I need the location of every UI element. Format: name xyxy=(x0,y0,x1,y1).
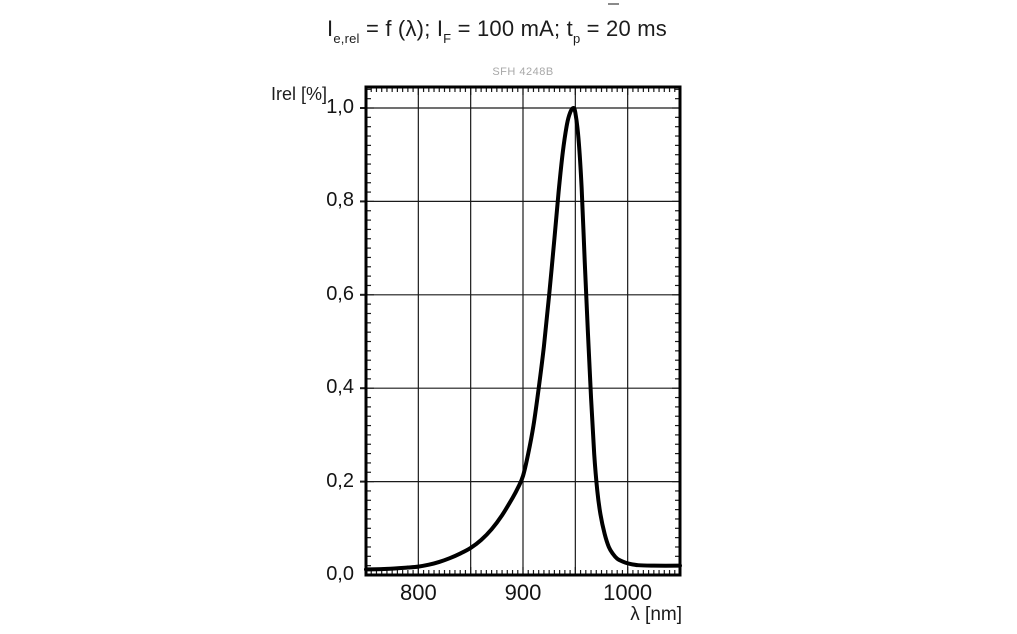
y-tick-label-0,6: 0,6 xyxy=(326,282,354,305)
y-tick-label-1,0: 1,0 xyxy=(326,96,354,118)
spectrum-curve xyxy=(364,106,682,572)
part-number-label: SFH 4248B xyxy=(492,66,554,78)
title-subscript-p: p xyxy=(572,31,581,46)
title-subscript-f: F xyxy=(443,31,452,46)
plot-border xyxy=(364,85,682,577)
x-tick-label-800: 800 xyxy=(399,580,437,605)
axis-ticks xyxy=(360,87,681,576)
y-tick-label-0,2: 0,2 xyxy=(326,469,354,492)
chart-title: Ie,rel = f (λ); IF = 100 mA; tp = 20 ms xyxy=(0,16,994,46)
title-subscript-erel: e,rel xyxy=(333,31,360,46)
grid-lines xyxy=(366,87,680,575)
scan-artifact-dash xyxy=(608,3,619,5)
x-tick-label-1000: 1000 xyxy=(603,580,653,605)
title-condition-pulse: = 20 ms xyxy=(580,16,667,41)
title-condition-current: = 100 mA; t xyxy=(451,16,573,41)
y-tick-label-0,8: 0,8 xyxy=(326,189,354,212)
title-symbol-ie: I xyxy=(327,16,334,41)
y-tick-label-0,0: 0,0 xyxy=(326,563,354,585)
title-equation: = f (λ); I xyxy=(359,16,444,41)
x-tick-label-900: 900 xyxy=(504,580,542,605)
x-axis-title: λ [nm] xyxy=(630,604,682,625)
y-axis-title: Irel [%] xyxy=(270,84,327,104)
y-tick-label-0,4: 0,4 xyxy=(326,376,354,399)
